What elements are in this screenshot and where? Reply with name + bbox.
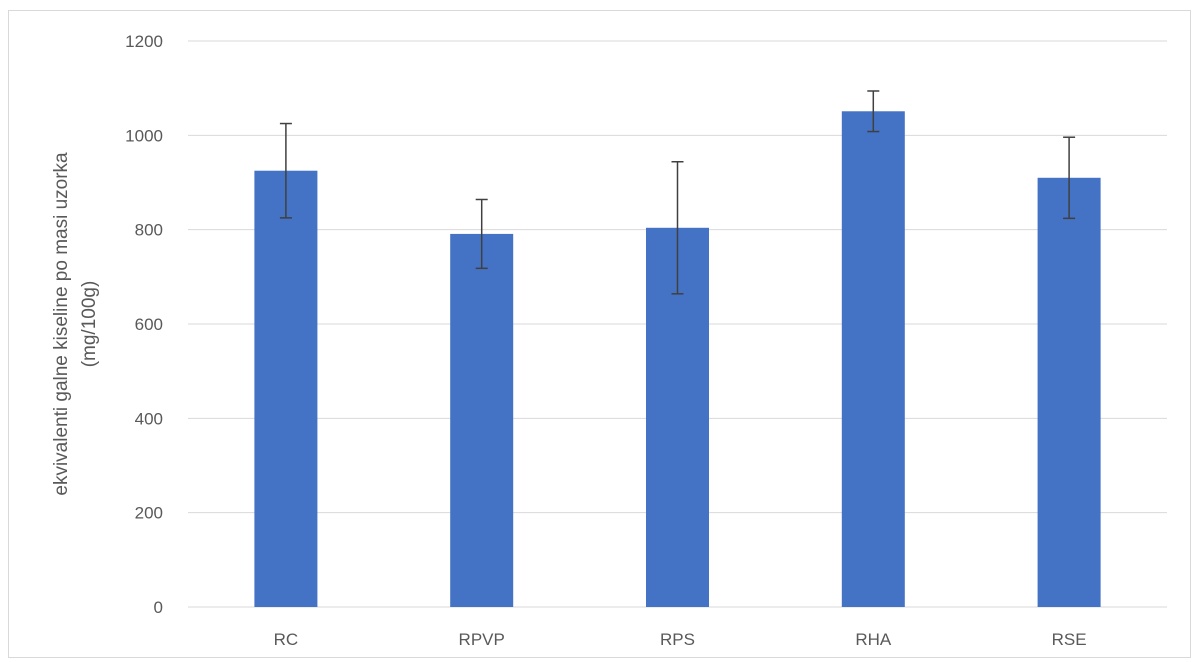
y-tick-label: 1200 [125,32,163,51]
error-bar [1063,136,1076,220]
chart-frame [8,10,1191,658]
error-bar [279,122,292,219]
x-axis-ticks: RC RPVP RPS RHA RSE [274,630,1087,649]
bar [450,233,514,607]
x-tick-label: RC [274,630,299,649]
error-bar [867,90,880,133]
y-axis-title-line-1: ekvivalenti galne kiseline po masi uzork… [51,152,72,496]
y-tick-label: 1000 [125,126,163,145]
y-tick-label: 600 [135,315,163,334]
y-tick-label: 400 [135,409,163,428]
x-tick-label: RPS [660,630,695,649]
bar [254,170,318,608]
y-axis-title-line-2: (mg/100g) [79,281,100,368]
bars [254,111,1101,608]
x-tick-label: RHA [855,630,892,649]
bar [1037,177,1101,608]
error-bar [671,160,684,295]
y-axis-ticks: 0 200 400 600 800 1000 1200 [125,32,163,617]
y-tick-label: 200 [135,504,163,523]
x-tick-label: RPVP [459,630,505,649]
bar [841,111,905,608]
y-tick-label: 0 [154,598,163,617]
x-tick-label: RSE [1052,630,1087,649]
error-bar [475,198,488,270]
error-bars [279,90,1076,295]
y-tick-label: 800 [135,221,163,240]
